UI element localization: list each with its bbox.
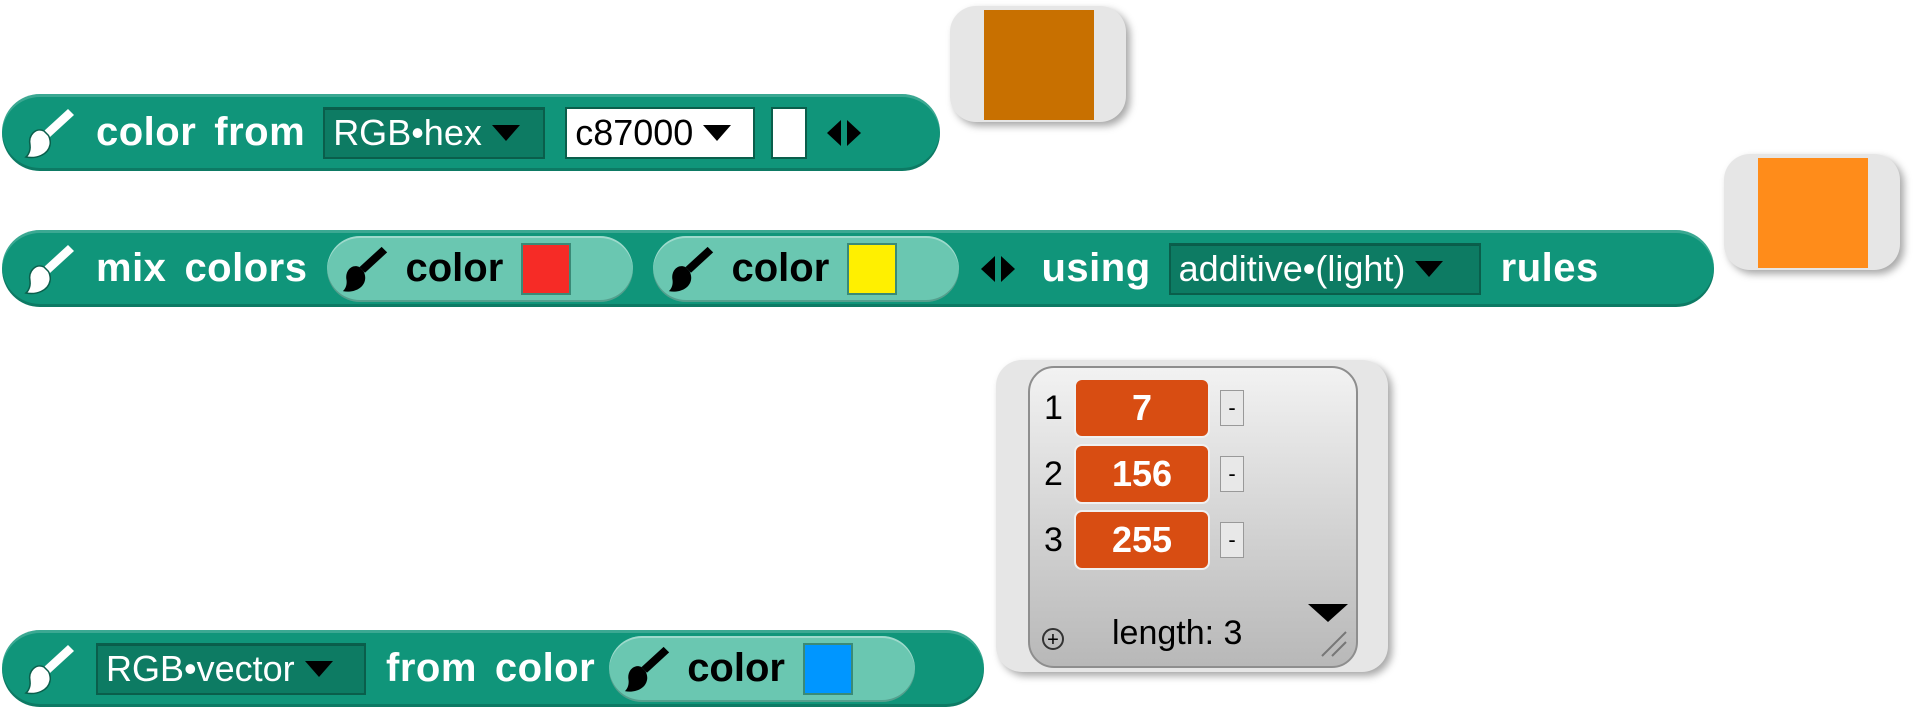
arrow-left-icon[interactable] [827, 119, 842, 146]
paintbrush-icon [623, 643, 671, 695]
color-label: color [687, 646, 785, 690]
paintbrush-icon [24, 241, 76, 297]
result-swatch [1758, 158, 1868, 268]
dropdown-value: RGB•vector [106, 647, 295, 689]
color-label: color [731, 246, 830, 290]
empty-input-slot[interactable] [771, 106, 808, 159]
arrow-left-icon[interactable] [981, 255, 996, 282]
dropdown-arrow-icon[interactable] [1415, 260, 1444, 277]
color-swatch-red[interactable] [521, 242, 572, 295]
list-item: 2 156 - [1044, 444, 1244, 504]
color-label: color [494, 646, 596, 690]
paintbrush-icon [667, 243, 715, 295]
item-value[interactable]: 7 [1074, 378, 1210, 438]
dropdown-arrow-icon[interactable] [304, 660, 333, 677]
hex-value: c87000 [575, 111, 694, 153]
colors-label: colors [184, 246, 308, 290]
hex-value-input[interactable]: c87000 [565, 106, 756, 159]
list-item: 3 255 - [1044, 510, 1244, 570]
color-label: color [405, 246, 504, 290]
rgb-vector-block[interactable]: RGB•vector from color color [2, 630, 984, 707]
mix-label: mix [96, 246, 167, 290]
color-reporter-red[interactable]: color [327, 235, 634, 302]
paintbrush-icon [24, 641, 76, 697]
color-space-dropdown[interactable]: RGB•hex [323, 106, 546, 159]
color-reporter-blue[interactable]: color [609, 635, 916, 702]
paintbrush-icon [24, 105, 76, 161]
color-label: color [96, 110, 197, 154]
mix-mode-dropdown[interactable]: additive•(light) [1168, 242, 1481, 295]
rules-label: rules [1500, 246, 1599, 290]
color-swatch-yellow[interactable] [847, 242, 898, 295]
item-value[interactable]: 255 [1074, 510, 1210, 570]
result-swatch [984, 10, 1094, 120]
color-from-block[interactable]: color from RGB•hex c87000 [2, 94, 940, 171]
item-value[interactable]: 156 [1074, 444, 1210, 504]
add-item-button[interactable]: + [1042, 628, 1064, 650]
list-item: 1 7 - [1044, 378, 1244, 438]
result-bubble-1 [950, 6, 1126, 122]
paintbrush-icon [341, 243, 389, 295]
resize-handle-icon[interactable] [1318, 628, 1348, 658]
color-reporter-yellow[interactable]: color [653, 235, 960, 302]
using-label: using [1041, 246, 1151, 290]
remove-item-button[interactable]: - [1220, 456, 1244, 492]
item-index: 2 [1044, 454, 1063, 493]
from-label: from [386, 646, 477, 690]
result-bubble-2 [1724, 154, 1900, 270]
color-swatch-blue[interactable] [802, 642, 853, 695]
dropdown-value: RGB•hex [333, 111, 482, 153]
list-length: length: 3 [1112, 614, 1243, 652]
list-watcher[interactable]: 1 7 - 2 156 - 3 255 - + length: 3 [1028, 366, 1358, 668]
attribute-dropdown[interactable]: RGB•vector [96, 642, 366, 695]
mix-colors-block[interactable]: mix colors color color using additive•(l… [2, 230, 1714, 307]
remove-item-button[interactable]: - [1220, 522, 1244, 558]
arrow-right-icon[interactable] [1001, 255, 1016, 282]
dropdown-arrow-icon[interactable] [491, 124, 520, 141]
arrow-right-icon[interactable] [847, 119, 862, 146]
variadic-arrows[interactable] [827, 119, 862, 146]
item-index: 3 [1044, 520, 1063, 559]
list-scroll-arrow-icon[interactable] [1308, 604, 1348, 622]
dropdown-value: additive•(light) [1178, 247, 1406, 289]
item-index: 1 [1044, 388, 1063, 427]
variadic-arrows[interactable] [981, 255, 1016, 282]
dropdown-arrow-icon[interactable] [703, 124, 732, 141]
from-label: from [214, 110, 306, 154]
remove-item-button[interactable]: - [1220, 390, 1244, 426]
